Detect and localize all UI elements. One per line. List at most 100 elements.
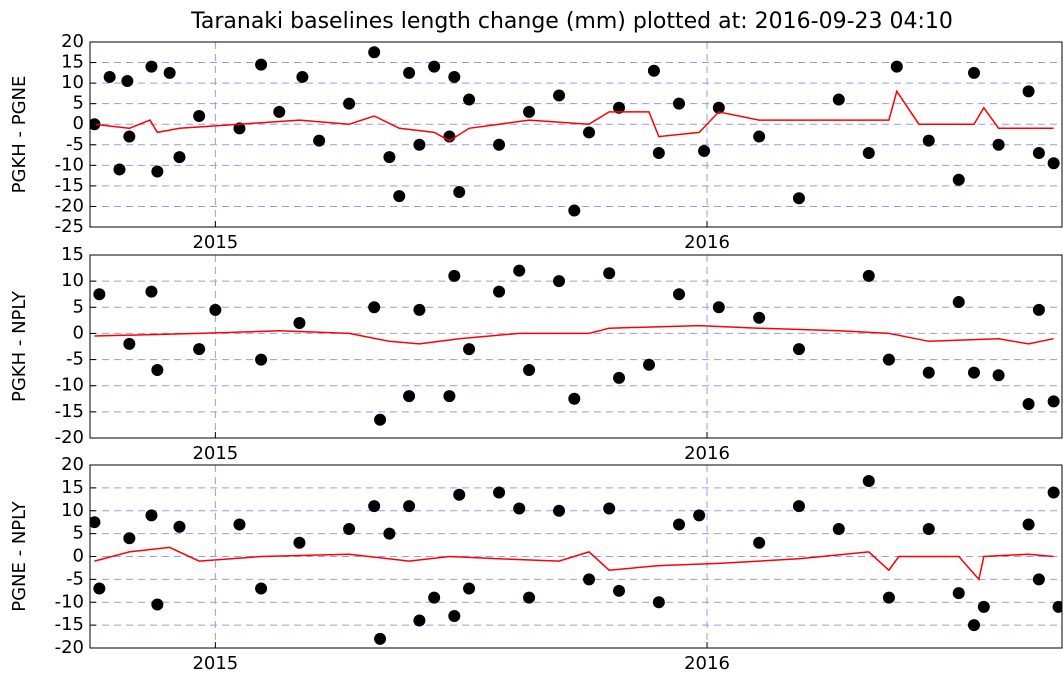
x-tick-label: 2015 bbox=[192, 443, 238, 464]
data-point bbox=[493, 486, 506, 499]
data-point bbox=[992, 138, 1005, 151]
y-tick-label: 15 bbox=[61, 244, 84, 265]
data-point bbox=[255, 582, 268, 595]
y-tick-label: -25 bbox=[55, 216, 84, 237]
data-point bbox=[1032, 303, 1045, 316]
data-point bbox=[393, 190, 406, 203]
y-tick-label: -10 bbox=[55, 154, 84, 175]
data-point bbox=[967, 619, 980, 632]
data-point bbox=[443, 390, 456, 403]
plot-area bbox=[93, 264, 1060, 426]
y-tick-label: 20 bbox=[61, 454, 84, 475]
data-point bbox=[693, 509, 706, 522]
data-point bbox=[643, 358, 656, 371]
y-tick-label: 5 bbox=[73, 523, 84, 544]
data-point bbox=[753, 311, 766, 324]
data-point bbox=[753, 130, 766, 143]
data-point bbox=[293, 536, 306, 549]
data-point bbox=[374, 632, 387, 645]
data-point bbox=[523, 591, 536, 604]
data-point bbox=[922, 523, 935, 536]
data-point bbox=[992, 369, 1005, 382]
data-point bbox=[343, 523, 356, 536]
data-point bbox=[753, 536, 766, 549]
y-tick-label: -20 bbox=[55, 637, 84, 658]
data-point bbox=[1022, 518, 1035, 531]
data-point bbox=[368, 500, 381, 513]
data-point bbox=[453, 186, 466, 199]
y-tick-label: -20 bbox=[55, 195, 84, 216]
data-point bbox=[233, 122, 246, 135]
data-point bbox=[151, 598, 164, 611]
data-point bbox=[1047, 395, 1060, 408]
data-point bbox=[163, 66, 176, 79]
data-point bbox=[403, 66, 416, 79]
data-point bbox=[652, 596, 665, 609]
y-tick-label: 15 bbox=[61, 477, 84, 498]
data-point bbox=[952, 296, 965, 309]
data-point bbox=[296, 70, 309, 83]
data-point bbox=[698, 144, 711, 157]
y-tick-label: -15 bbox=[55, 614, 84, 635]
y-tick-label: -10 bbox=[55, 375, 84, 396]
y-tick-label: -15 bbox=[55, 401, 84, 422]
data-point bbox=[463, 582, 476, 595]
y-tick-label: 10 bbox=[61, 270, 84, 291]
data-point bbox=[368, 46, 381, 59]
data-point bbox=[255, 58, 268, 71]
x-tick-label: 2015 bbox=[192, 653, 238, 674]
y-tick-label: 0 bbox=[73, 113, 84, 134]
data-point bbox=[1022, 398, 1035, 411]
data-point bbox=[93, 582, 106, 595]
y-tick-label: 20 bbox=[61, 31, 84, 52]
data-point bbox=[613, 101, 626, 114]
data-point bbox=[613, 584, 626, 597]
chart-title: Taranaki baselines length change (mm) pl… bbox=[190, 9, 953, 34]
data-point bbox=[173, 520, 186, 533]
data-point bbox=[862, 147, 875, 159]
x-tick-label: 2016 bbox=[684, 232, 730, 253]
trend-line bbox=[94, 546, 1054, 582]
data-point bbox=[413, 614, 426, 627]
data-point bbox=[712, 101, 725, 114]
data-point bbox=[613, 371, 626, 384]
data-point bbox=[967, 366, 980, 379]
data-point bbox=[90, 516, 101, 529]
data-point bbox=[568, 392, 581, 405]
data-point bbox=[493, 138, 506, 151]
data-point bbox=[568, 204, 581, 217]
data-point bbox=[493, 285, 506, 298]
x-tick-label: 2015 bbox=[192, 232, 238, 253]
data-point bbox=[413, 138, 426, 151]
data-point bbox=[1052, 600, 1062, 613]
data-point bbox=[553, 504, 566, 517]
data-point bbox=[151, 165, 164, 178]
data-point bbox=[792, 500, 805, 513]
trend-line bbox=[94, 324, 1054, 345]
data-point bbox=[523, 105, 536, 118]
data-point bbox=[1047, 486, 1060, 499]
data-point bbox=[553, 275, 566, 288]
y-tick-label: 0 bbox=[73, 546, 84, 567]
data-point bbox=[193, 343, 206, 356]
data-point bbox=[293, 316, 306, 329]
data-point bbox=[952, 587, 965, 600]
data-point bbox=[647, 64, 660, 77]
data-point bbox=[151, 364, 164, 377]
data-point bbox=[1032, 147, 1045, 159]
y-tick-label: -10 bbox=[55, 591, 84, 612]
data-point bbox=[523, 364, 536, 377]
data-point bbox=[967, 66, 980, 79]
y-tick-label: -15 bbox=[55, 175, 84, 196]
y-tick-label: 10 bbox=[61, 72, 84, 93]
data-point bbox=[1047, 157, 1060, 170]
data-point bbox=[862, 269, 875, 282]
data-point bbox=[145, 285, 158, 298]
data-point bbox=[448, 70, 461, 83]
data-point bbox=[862, 475, 875, 488]
data-point bbox=[673, 288, 686, 301]
data-point bbox=[553, 89, 566, 102]
data-point bbox=[922, 366, 935, 379]
